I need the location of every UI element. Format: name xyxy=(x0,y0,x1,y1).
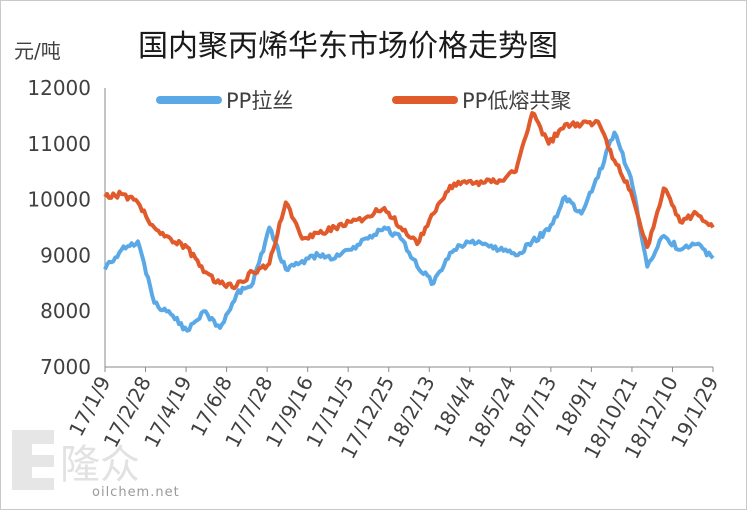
series-lines xyxy=(103,111,715,333)
y-axis-ticks: 12000 11000 10000 9000 8000 7000 xyxy=(27,76,91,379)
y-tick-label: 12000 xyxy=(27,76,91,100)
axes xyxy=(104,88,713,368)
watermark-logo-glyph: 隆众 xyxy=(60,442,140,488)
series-line-pp-dirong xyxy=(103,111,715,291)
watermark-logo xyxy=(12,430,54,490)
series-line-pp-lasi xyxy=(103,130,715,333)
legend: PP拉丝 PP低熔共聚 xyxy=(156,89,571,113)
legend-label-pp-dirong: PP低熔共聚 xyxy=(462,89,571,113)
y-axis-unit-label: 元/吨 xyxy=(14,39,61,63)
y-tick-label: 11000 xyxy=(27,132,91,156)
y-tick-label: 10000 xyxy=(27,188,91,212)
legend-label-pp-lasi: PP拉丝 xyxy=(226,89,293,113)
x-axis-ticks: 17/1/917/2/2817/4/1917/6/817/7/2817/9/16… xyxy=(64,367,723,463)
y-tick-label: 7000 xyxy=(40,355,91,379)
y-tick-label: 9000 xyxy=(40,243,91,267)
y-tick-label: 8000 xyxy=(40,299,91,323)
chart-title: 国内聚丙烯华东市场价格走势图 xyxy=(138,29,558,64)
watermark-text: oilchem.net xyxy=(92,485,180,500)
